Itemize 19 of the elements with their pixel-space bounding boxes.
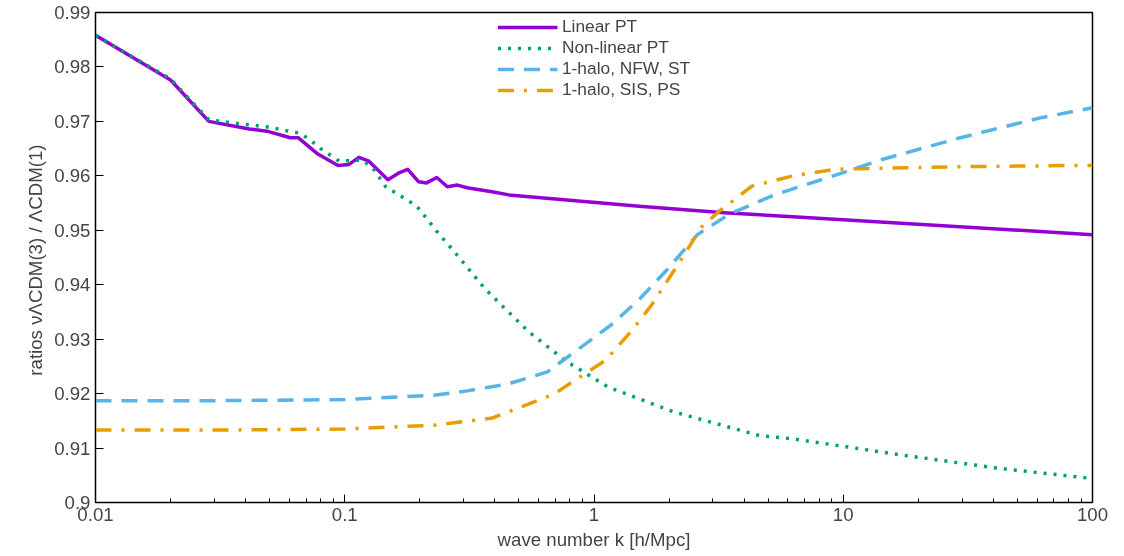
x-tick-label: 0.1 — [331, 503, 358, 525]
legend-label: 1-halo, NFW, ST — [561, 58, 691, 79]
y-tick-label: 0.97 — [54, 110, 91, 132]
x-axis-title: wave number k [h/Mpc] — [496, 528, 691, 550]
legend-label: Linear PT — [561, 16, 638, 37]
y-tick-label: 0.94 — [54, 274, 91, 296]
y-tick-label: 0.93 — [54, 328, 91, 350]
legend-label: 1-halo, SIS, PS — [561, 79, 681, 100]
y-tick-label: 0.91 — [54, 437, 91, 459]
y-tick-label: 0.95 — [54, 219, 91, 241]
x-tick-label: 10 — [832, 503, 854, 525]
x-tick-label: 1 — [588, 503, 600, 525]
y-tick-label: 0.96 — [54, 165, 91, 187]
x-tick-label: 100 — [1076, 503, 1109, 525]
y-axis-title: ratios νΛCDM(3) / ΛCDM(1) — [25, 144, 47, 376]
y-tick-label: 0.99 — [54, 2, 91, 23]
legend-label: Non-linear PT — [561, 37, 669, 58]
y-tick-label: 0.98 — [54, 56, 91, 78]
y-tick-label: 0.92 — [54, 383, 91, 405]
